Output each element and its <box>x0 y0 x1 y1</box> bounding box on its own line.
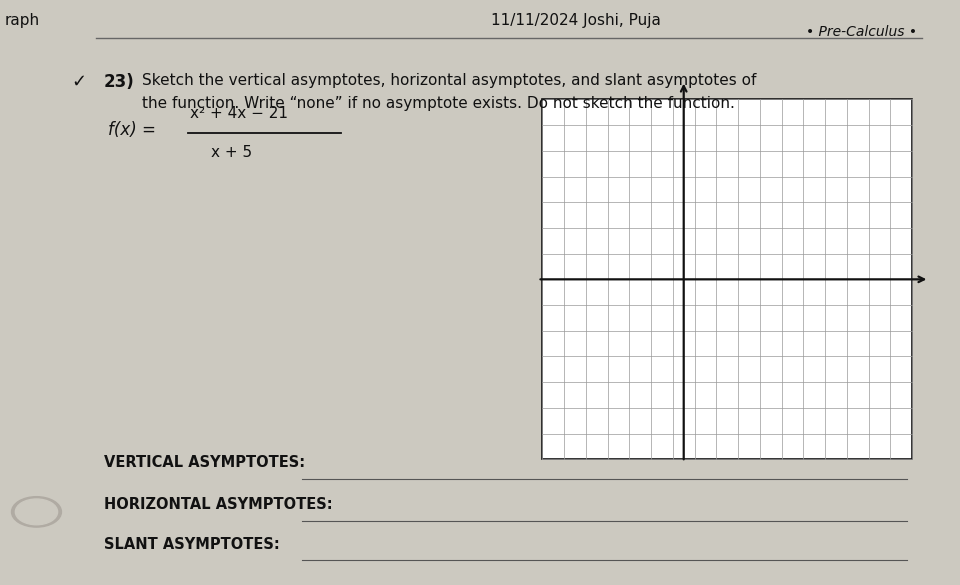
Text: raph: raph <box>5 13 40 28</box>
Text: ✓: ✓ <box>71 73 86 91</box>
Circle shape <box>15 499 58 525</box>
Text: the function. Write “none” if no asymptote exists. Do not sketch the function.: the function. Write “none” if no asympto… <box>142 96 735 111</box>
Text: Sketch the vertical asymptotes, horizontal asymptotes, and slant asymptotes of: Sketch the vertical asymptotes, horizont… <box>142 73 756 88</box>
Text: VERTICAL ASYMPTOTES:: VERTICAL ASYMPTOTES: <box>104 455 305 470</box>
Bar <box>542 99 912 459</box>
Text: 23): 23) <box>104 73 134 91</box>
Text: 11/11/2024 Joshi, Puja: 11/11/2024 Joshi, Puja <box>492 13 660 28</box>
Text: x² + 4x − 21: x² + 4x − 21 <box>190 106 288 121</box>
Text: f(x) =: f(x) = <box>108 121 156 139</box>
Text: SLANT ASYMPTOTES:: SLANT ASYMPTOTES: <box>104 537 279 552</box>
Circle shape <box>12 497 61 527</box>
Text: • Pre-Calculus •: • Pre-Calculus • <box>805 25 917 39</box>
Text: x + 5: x + 5 <box>211 145 252 160</box>
Text: HORIZONTAL ASYMPTOTES:: HORIZONTAL ASYMPTOTES: <box>104 497 332 512</box>
